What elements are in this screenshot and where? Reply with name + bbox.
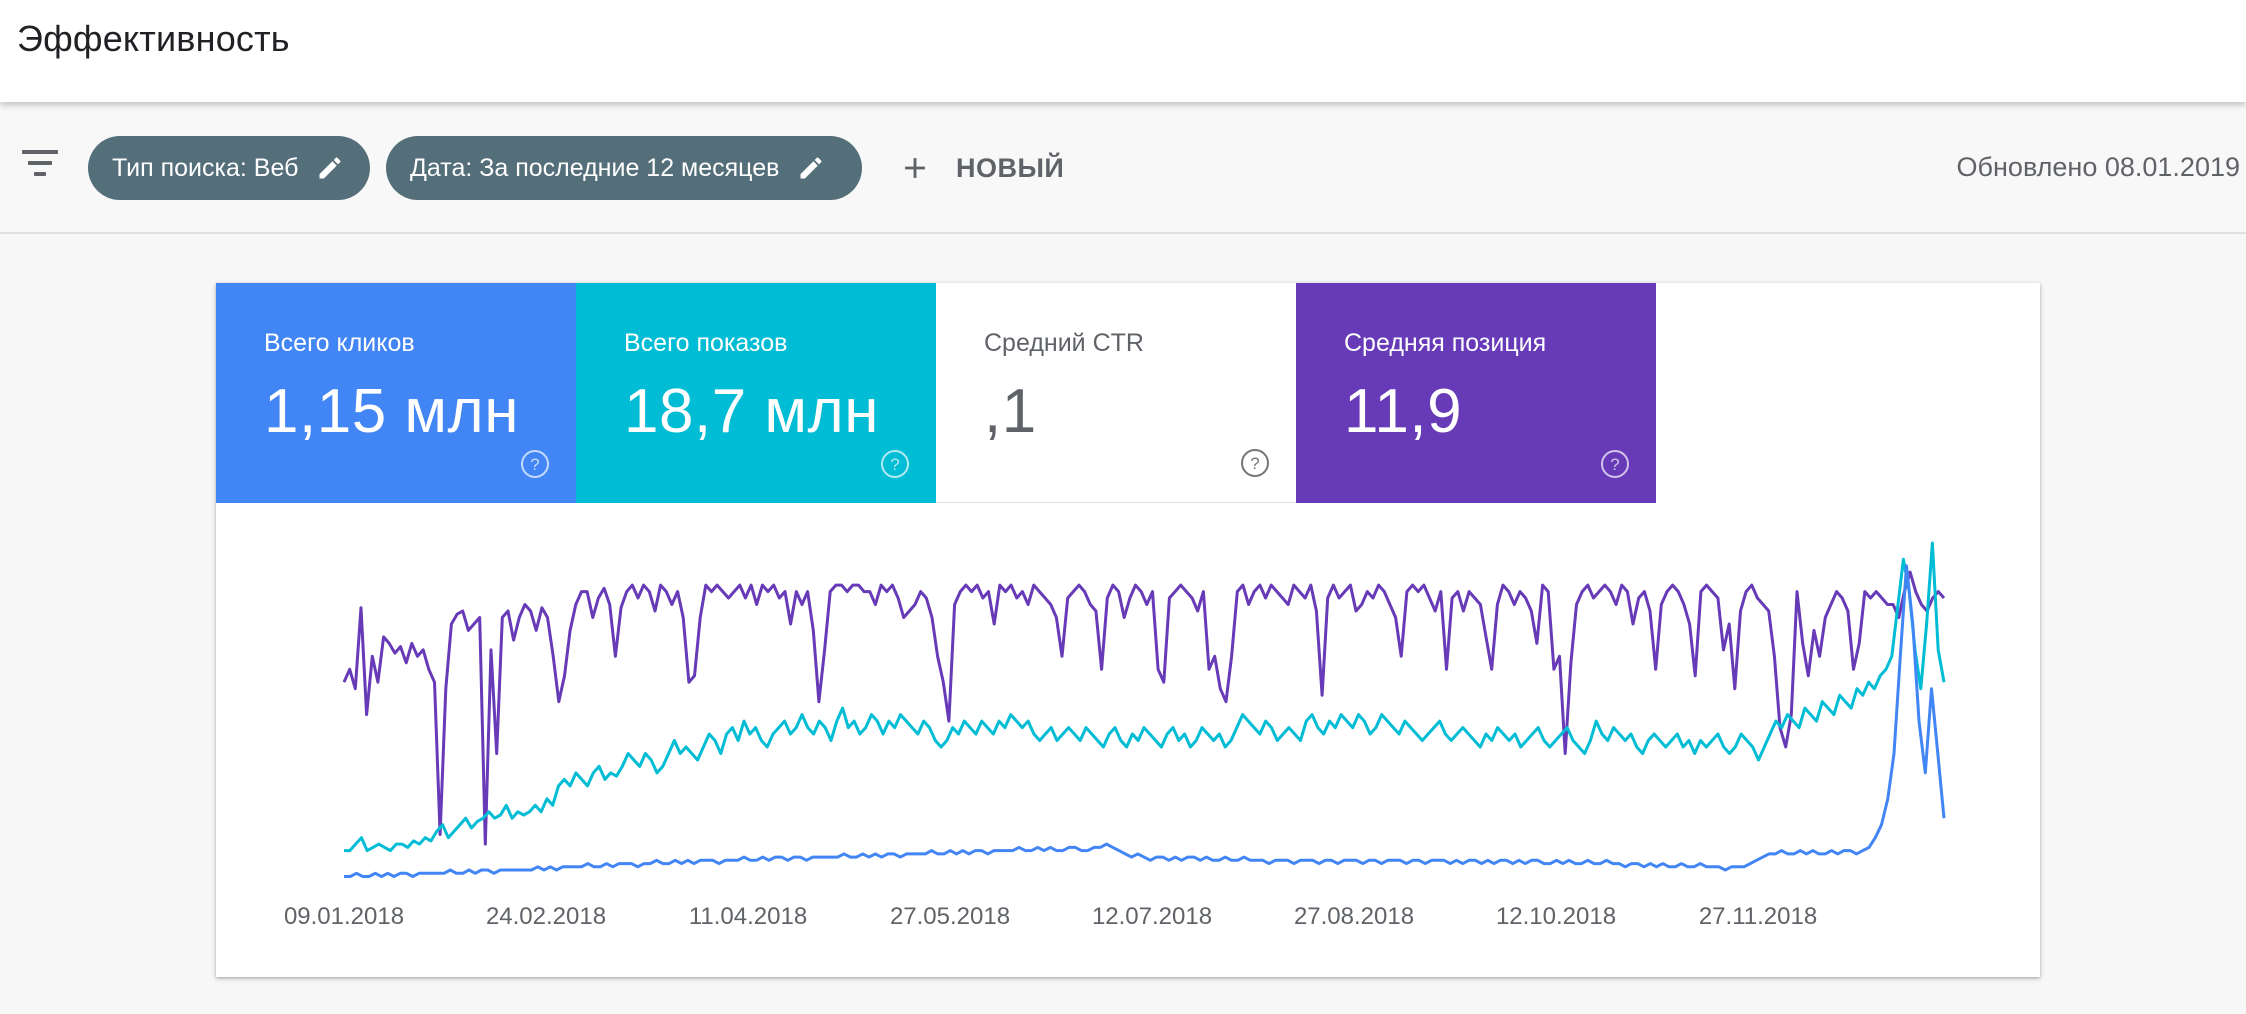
new-filter-button[interactable]: НОВЫЙ — [898, 136, 1064, 200]
x-tick-label: 27.08.2018 — [1294, 903, 1414, 930]
x-tick-label: 12.07.2018 — [1092, 903, 1212, 930]
metric-value: 1,15 млн — [264, 377, 519, 446]
pencil-icon — [800, 157, 822, 179]
date-range-chip[interactable]: Дата: За последние 12 месяцев — [386, 136, 862, 200]
metric-value: 18,7 млн — [624, 377, 879, 446]
svg-text:?: ? — [890, 455, 899, 474]
metric-label: Всего показов — [624, 329, 788, 357]
x-tick-label: 11.04.2018 — [689, 903, 807, 930]
performance-chart[interactable]: 09.01.2018 24.02.2018 11.04.2018 27.05.2018… — [216, 503, 2040, 977]
svg-text:?: ? — [1610, 455, 1619, 474]
x-tick-label: 27.11.2018 — [1699, 903, 1817, 930]
metric-label: Средний CTR — [984, 329, 1144, 357]
pencil-icon — [319, 157, 341, 179]
date-range-chip-label: Дата: За последние 12 месяцев — [410, 153, 780, 182]
svg-text:?: ? — [1250, 454, 1259, 473]
metric-total-impressions[interactable]: Всего показов 18,7 млн ? — [576, 283, 936, 503]
last-updated-text: Обновлено 08.01.2019 — [1956, 152, 2240, 182]
top-bar: Эффективность — [0, 0, 2246, 102]
help-icon[interactable]: ? — [1600, 449, 1630, 479]
metric-average-ctr[interactable]: Средний CTR ,1 ? — [936, 283, 1296, 503]
x-tick-label: 09.01.2018 — [284, 903, 404, 930]
search-type-chip-label: Тип поиска: Веб — [112, 153, 299, 182]
x-tick-label: 27.05.2018 — [890, 903, 1010, 930]
metric-label: Средняя позиция — [1344, 329, 1547, 357]
search-type-chip[interactable]: Тип поиска: Веб — [88, 136, 370, 200]
x-tick-label: 24.02.2018 — [486, 903, 606, 930]
metric-value: ,1 — [984, 377, 1037, 446]
filter-list-icon[interactable] — [22, 150, 58, 180]
page-title: Эффективность — [17, 18, 290, 59]
new-filter-label: НОВЫЙ — [956, 152, 1065, 183]
help-icon[interactable]: ? — [520, 449, 550, 479]
metric-total-clicks[interactable]: Всего кликов 1,15 млн ? — [216, 283, 576, 503]
filter-bar: Тип поиска: Веб Дата: За последние 12 ме… — [0, 102, 2246, 234]
series-line-0 — [342, 570, 1946, 846]
help-icon[interactable]: ? — [1240, 448, 1270, 478]
performance-card: Всего кликов 1,15 млн ? Всего показов 18… — [216, 283, 2040, 977]
chart-svg: 09.01.2018 24.02.2018 11.04.2018 27.05.2018… — [284, 541, 1946, 930]
series-line-1 — [344, 541, 1946, 853]
x-tick-label: 12.10.2018 — [1496, 903, 1616, 930]
metric-label: Всего кликов — [264, 329, 415, 357]
svg-text:?: ? — [530, 455, 539, 474]
metric-value: 11,9 — [1344, 377, 1463, 446]
series-line-2 — [344, 564, 1946, 878]
help-icon[interactable]: ? — [880, 449, 910, 479]
plus-icon — [905, 158, 925, 178]
metric-average-position[interactable]: Средняя позиция 11,9 ? — [1296, 283, 1656, 503]
